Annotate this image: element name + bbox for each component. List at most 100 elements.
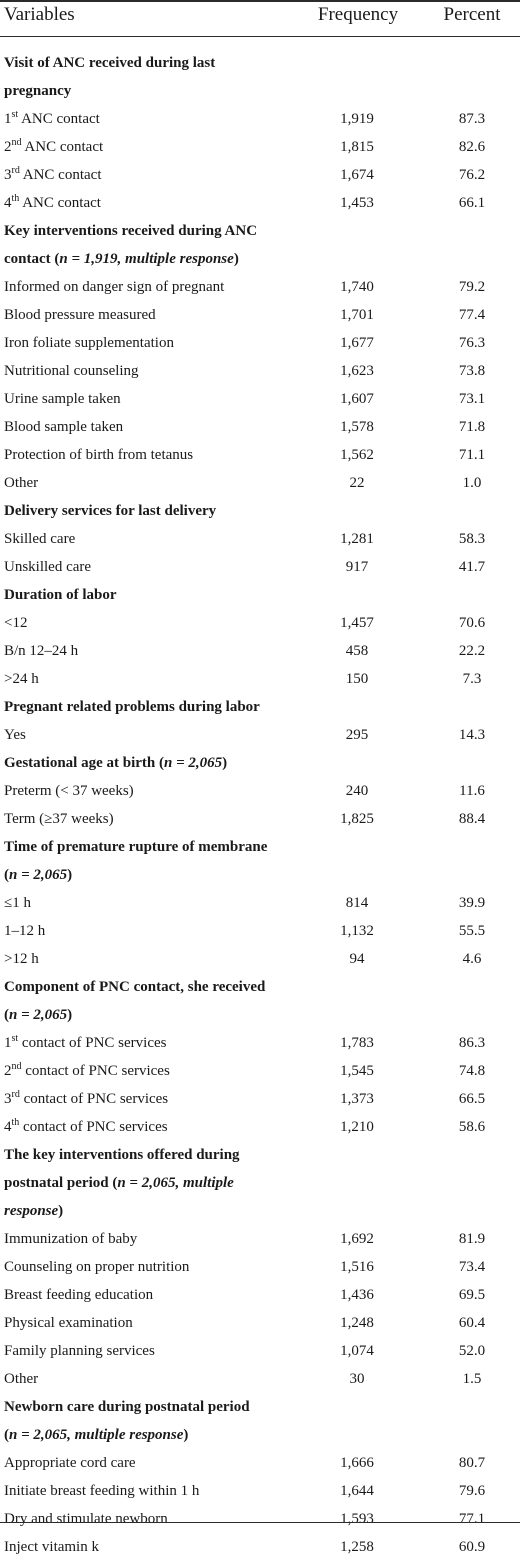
percent-cell: 58.6 (458, 1119, 486, 1135)
row-label: 4th contact of PNC services (4, 1117, 168, 1136)
section-heading: Pregnant related problems during labor (0, 693, 520, 721)
percent-cell: 14.3 (458, 727, 486, 743)
section-heading: Gestational age at birth (n = 2,065) (0, 749, 520, 777)
frequency-cell: 1,701 (340, 307, 374, 323)
row-label: Yes (4, 727, 26, 743)
section-heading-label: Key interventions received during ANC con… (4, 217, 304, 273)
percent-cell: 77.4 (458, 307, 486, 323)
frequency-cell: 1,453 (340, 195, 374, 211)
frequency-cell: 1,074 (340, 1343, 374, 1359)
percent-cell: 60.9 (458, 1539, 486, 1555)
section-heading-line: Component of PNC contact, she received (4, 979, 266, 995)
table-row: >24 h 150 7.3 (0, 665, 520, 693)
table-row: Iron foliate supplementation 1,677 76.3 (0, 329, 520, 357)
section-heading-line: The key interventions offered during (4, 1147, 240, 1163)
row-label: 4th ANC contact (4, 193, 101, 212)
table-row: Blood sample taken 1,578 71.8 (0, 413, 520, 441)
frequency-cell: 1,281 (340, 531, 374, 547)
row-label: Counseling on proper nutrition (4, 1259, 190, 1275)
table-row: Initiate breast feeding within 1 h 1,644 7… (0, 1477, 520, 1505)
frequency-cell: 1,593 (340, 1511, 374, 1527)
row-label: B/n 12–24 h (4, 643, 79, 659)
section-heading-label: Duration of labor (4, 581, 304, 609)
frequency-cell: 1,562 (340, 447, 374, 463)
table-row: >12 h 94 4.6 (0, 945, 520, 973)
percent-cell: 69.5 (458, 1287, 486, 1303)
row-label: Other (4, 475, 39, 491)
percent-cell: 1.5 (462, 1371, 482, 1387)
table-row: 2nd contact of PNC services 1,545 74.8 (0, 1057, 520, 1085)
table-row: <12 1,457 70.6 (0, 609, 520, 637)
table-row: Informed on danger sign of pregnant 1,740… (0, 273, 520, 301)
frequency-cell: 1,373 (340, 1091, 374, 1107)
frequency-cell: 1,545 (340, 1063, 374, 1079)
section-heading-line: (n = 2,065) (4, 867, 73, 883)
row-label: 2nd ANC contact (4, 137, 104, 156)
row-label: >24 h (4, 671, 39, 687)
row-label: 2nd contact of PNC services (4, 1061, 170, 1080)
section-heading: Key interventions received during ANC con… (0, 217, 520, 273)
table-row: 2nd ANC contact 1,815 82.6 (0, 133, 520, 161)
table-row: Skilled care 1,281 58.3 (0, 525, 520, 553)
table-row: Breast feeding education 1,436 69.5 (0, 1281, 520, 1309)
frequency-cell: 1,623 (340, 363, 374, 379)
row-label: Other (4, 1371, 39, 1387)
section-heading-line: contact (n = 1,919, multiple response) (4, 251, 239, 267)
table-row: Unskilled care 917 41.7 (0, 553, 520, 581)
frequency-cell: 1,516 (340, 1259, 374, 1275)
table-row: ≤1 h 814 39.9 (0, 889, 520, 917)
percent-cell: 60.4 (458, 1315, 486, 1331)
section-heading-line: Delivery services for last delivery (4, 503, 217, 519)
section-heading: Visit of ANC received during last pregnan… (0, 49, 520, 105)
row-label: Unskilled care (4, 559, 92, 575)
frequency-cell: 1,258 (340, 1539, 374, 1555)
table-row: 1st contact of PNC services 1,783 86.3 (0, 1029, 520, 1057)
row-label: Blood sample taken (4, 419, 124, 435)
frequency-cell: 1,740 (340, 279, 374, 295)
section-heading-line: Time of premature rupture of membrane (4, 839, 268, 855)
frequency-cell: 458 (345, 643, 369, 659)
frequency-cell: 240 (345, 783, 369, 799)
frequency-cell: 1,457 (340, 615, 374, 631)
frequency-cell: 30 (349, 1371, 365, 1387)
table-row: 4th ANC contact 1,453 66.1 (0, 189, 520, 217)
frequency-cell: 1,825 (340, 811, 374, 827)
section-heading-line: Key interventions received during ANC (4, 223, 258, 239)
percent-cell: 7.3 (462, 671, 482, 687)
table-bottom-rule (0, 1522, 520, 1523)
row-label: ≤1 h (4, 895, 31, 911)
table-row: Other 30 1.5 (0, 1365, 520, 1393)
section-heading-label: Delivery services for last delivery (4, 497, 304, 525)
percent-cell: 74.8 (458, 1063, 486, 1079)
percent-cell: 55.5 (458, 923, 486, 939)
frequency-cell: 1,132 (340, 923, 374, 939)
table-row: 3rd contact of PNC services 1,373 66.5 (0, 1085, 520, 1113)
table-row: Family planning services 1,074 52.0 (0, 1337, 520, 1365)
row-label: Family planning services (4, 1343, 155, 1359)
row-label: 1st ANC contact (4, 109, 100, 128)
frequency-cell: 1,783 (340, 1035, 374, 1051)
percent-cell: 66.5 (458, 1091, 486, 1107)
header-percent: Percent (443, 4, 501, 25)
section-heading: Time of premature rupture of membrane (n … (0, 833, 520, 889)
frequency-cell: 295 (345, 727, 369, 743)
header-frequency: Frequency (317, 4, 399, 25)
percent-cell: 4.6 (462, 951, 482, 967)
row-label: Iron foliate supplementation (4, 335, 174, 351)
frequency-cell: 1,815 (340, 139, 374, 155)
frequency-cell: 22 (349, 475, 365, 491)
table-body: Visit of ANC received during last pregnan… (0, 49, 520, 1561)
percent-cell: 22.2 (458, 643, 486, 659)
table-row: Physical examination 1,248 60.4 (0, 1309, 520, 1337)
section-heading-line: (n = 2,065, multiple response) (4, 1427, 189, 1443)
section-heading-line: pregnancy (4, 83, 72, 99)
table-row: 1st ANC contact 1,919 87.3 (0, 105, 520, 133)
frequency-cell: 1,674 (340, 167, 374, 183)
section-heading-label: Visit of ANC received during last pregnan… (4, 49, 304, 105)
row-label: Preterm (< 37 weeks) (4, 783, 134, 799)
frequency-cell: 1,692 (340, 1231, 374, 1247)
section-heading-line: Gestational age at birth (n = 2,065) (4, 755, 228, 771)
row-label: >12 h (4, 951, 39, 967)
row-label: <12 (4, 615, 28, 631)
